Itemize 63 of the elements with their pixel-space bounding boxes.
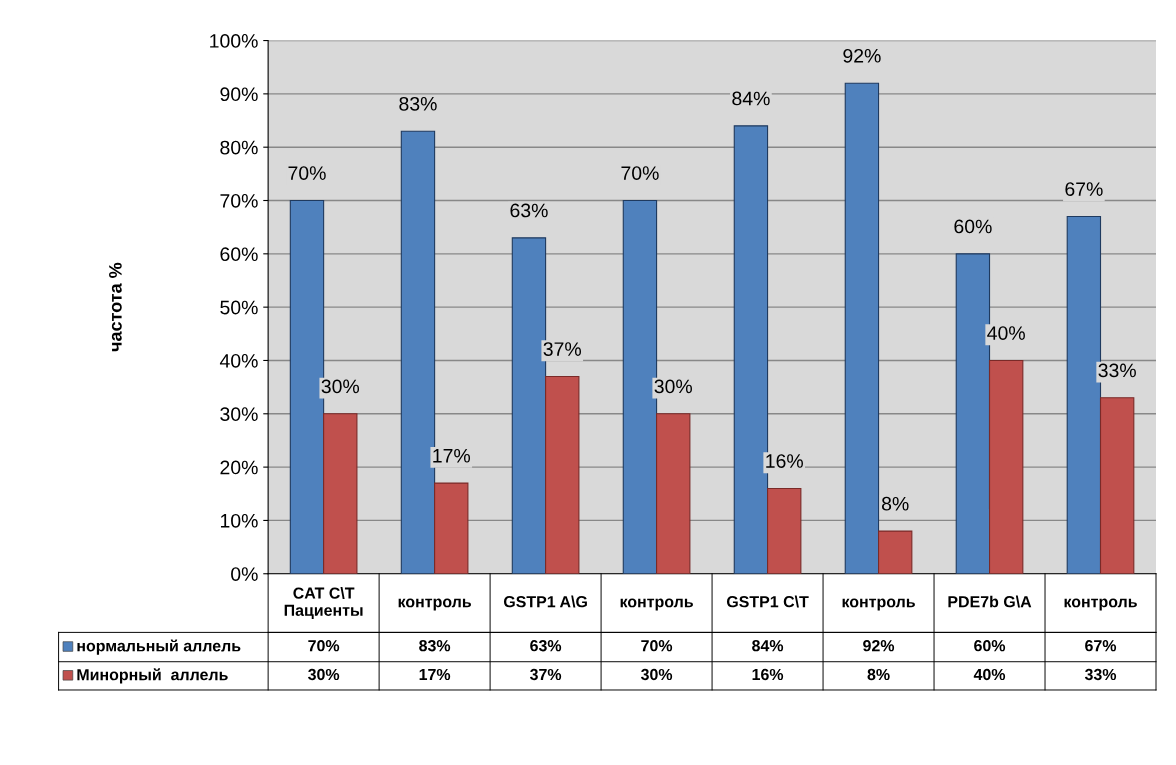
y-tick-label: 90%: [220, 87, 258, 102]
y-tick-label: 70%: [220, 193, 258, 208]
y-tick-label: 60%: [220, 247, 258, 262]
data-label: 92%: [863, 640, 895, 652]
y-tick-label: 20%: [220, 460, 258, 475]
text: 8%: [881, 496, 909, 511]
text: 67%: [1065, 182, 1103, 196]
y-tick-label: 10%: [220, 513, 258, 528]
y-tick-label: 40%: [219, 353, 258, 368]
text: 40%: [987, 326, 1025, 340]
y-tick-label: 30%: [220, 407, 258, 422]
data-label: 8%: [867, 668, 890, 681]
x-tick-label: контроль: [842, 598, 915, 611]
y-tick-label: 80%: [220, 140, 258, 155]
bar: [1099, 397, 1135, 574]
x-tick-label: GSTP1 C\T: [726, 595, 809, 608]
x-tick-label: GSTP1 A\G: [503, 595, 587, 608]
text: 30%: [321, 379, 360, 394]
x-tick-label: PDE7b G\A: [948, 595, 1032, 608]
data-label: 37%: [529, 668, 562, 681]
text: 70%: [621, 166, 659, 180]
text: 16%: [766, 454, 803, 468]
bar: [323, 413, 358, 574]
text: 63%: [510, 203, 548, 218]
x-tick-label: контроль: [1064, 598, 1137, 611]
bar: [434, 482, 469, 574]
x-tick-label: контроль: [620, 598, 693, 611]
text: 37%: [543, 342, 582, 356]
bar: [844, 82, 880, 574]
bar: [656, 413, 691, 574]
y-axis-title: частота %: [109, 262, 122, 352]
data-label: 16%: [752, 668, 784, 681]
data-label: 70%: [641, 640, 673, 652]
bar: [988, 359, 1024, 574]
y-tick-label: 100%: [210, 34, 258, 48]
text: 84%: [732, 91, 770, 106]
bar: [545, 375, 580, 574]
text: 70%: [288, 166, 326, 180]
legend-label: нормальный аллель: [77, 639, 241, 655]
data-label: 17%: [419, 668, 451, 681]
bar: [767, 487, 802, 574]
data-label: 63%: [530, 640, 562, 652]
bar: [877, 530, 913, 574]
text: 30%: [654, 379, 692, 394]
data-label: 83%: [419, 640, 451, 652]
text: 33%: [1098, 363, 1136, 378]
data-label: 84%: [752, 640, 784, 652]
y-tick-label: 0%: [231, 567, 258, 581]
data-label: 30%: [640, 668, 673, 681]
y-tick-label: 50%: [220, 300, 258, 315]
data-label: 67%: [1085, 640, 1117, 652]
data-label: 30%: [308, 668, 340, 681]
x-tick-label: CAT C\T Пациенты: [284, 587, 363, 619]
text: 17%: [433, 448, 471, 463]
x-tick-label: контроль: [398, 598, 471, 611]
legend-label: Минорный аллель: [77, 668, 228, 684]
text: 92%: [843, 48, 881, 63]
data-label: 60%: [974, 640, 1006, 652]
data-label: 70%: [308, 640, 340, 652]
data-label: 33%: [1084, 668, 1117, 681]
text: 60%: [954, 219, 992, 234]
data-label: 40%: [973, 668, 1006, 681]
text: 83%: [399, 96, 437, 111]
